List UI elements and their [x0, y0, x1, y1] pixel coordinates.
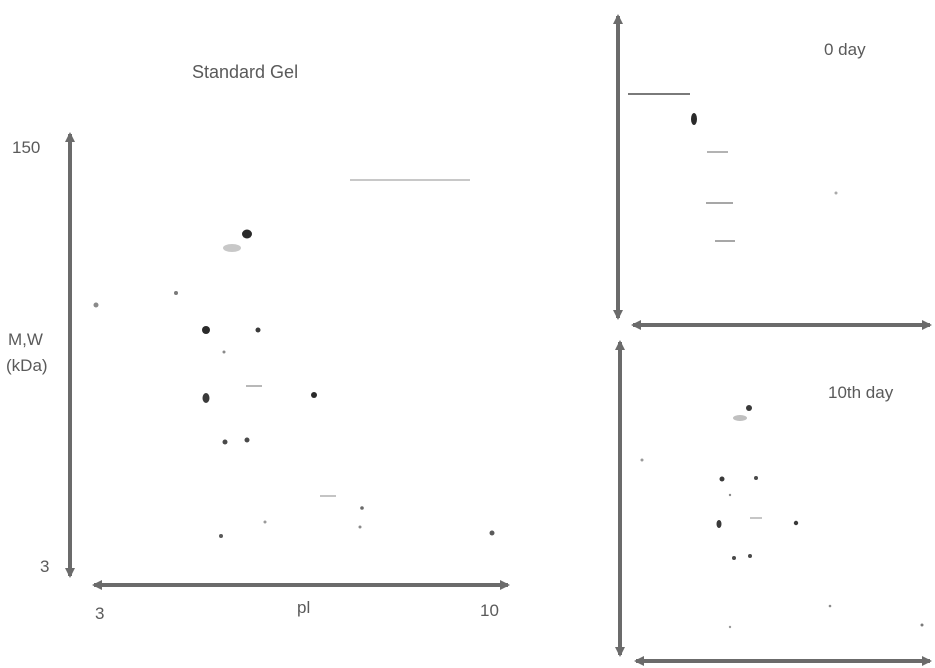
protein-spot	[244, 437, 250, 443]
y-axis-min-label: 3	[40, 557, 50, 576]
standard-gel-title: Standard Gel	[192, 62, 299, 82]
protein-spot	[691, 113, 697, 125]
protein-spot	[716, 520, 722, 528]
protein-spot	[489, 530, 495, 536]
protein-spot	[920, 623, 924, 627]
panel-10th-day-spots	[640, 405, 924, 629]
protein-spot	[311, 392, 317, 398]
protein-spot	[754, 476, 758, 480]
protein-spot	[748, 554, 752, 558]
y-axis-max-label: 150	[12, 138, 41, 157]
x-axis-label: pl	[297, 598, 311, 617]
protein-spot	[728, 625, 732, 629]
protein-spot	[733, 415, 747, 421]
protein-spot	[202, 393, 210, 403]
protein-spot	[202, 326, 210, 334]
protein-spot	[223, 244, 241, 252]
protein-spot	[174, 291, 178, 295]
protein-spot	[793, 520, 799, 526]
protein-spot	[222, 350, 226, 354]
panel-10th-day-title: 10th day	[828, 383, 894, 402]
protein-spot	[834, 191, 838, 195]
standard-gel-spots	[93, 179, 495, 538]
panel-0-day-spots	[628, 93, 838, 242]
protein-spot	[746, 405, 752, 411]
protein-spot	[222, 439, 228, 445]
protein-spot	[242, 229, 252, 239]
panel-0-day-title: 0 day	[824, 40, 866, 59]
protein-spot	[263, 520, 267, 524]
protein-spot	[719, 476, 725, 482]
x-axis-max-label: 10	[480, 601, 499, 620]
protein-spot	[358, 525, 362, 529]
protein-spot	[728, 493, 732, 497]
x-axis-min-label: 3	[95, 604, 105, 623]
protein-spot	[360, 506, 364, 510]
protein-spot	[732, 556, 736, 560]
protein-spot	[828, 604, 832, 608]
protein-spot	[640, 458, 644, 462]
y-axis-label-line1: M,W	[8, 330, 43, 349]
protein-spot	[219, 534, 223, 538]
y-axis-label-line2: (kDa)	[6, 356, 48, 375]
protein-spot	[93, 302, 99, 308]
protein-spot	[255, 327, 261, 333]
